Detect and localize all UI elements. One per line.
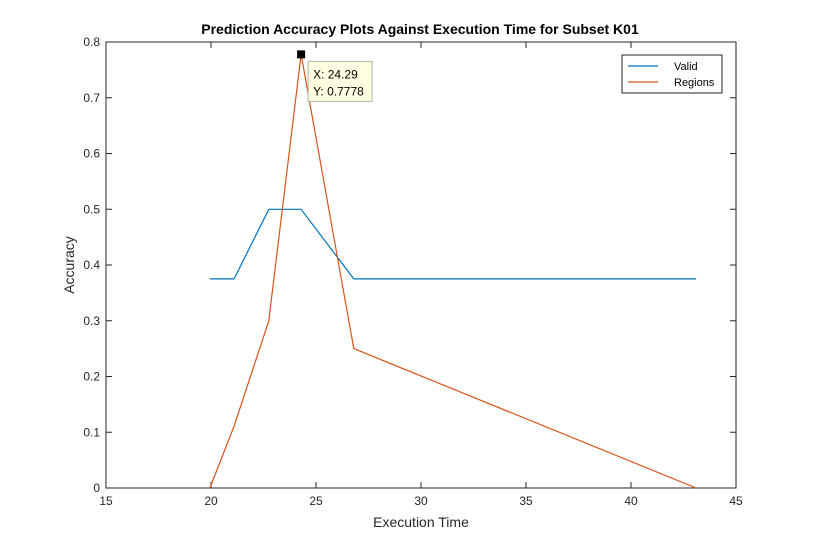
y-tick-label: 0.1 [83,425,100,439]
x-tick-label: 40 [624,494,638,508]
y-tick-label: 0.7 [83,91,100,105]
axis-ticks [105,41,737,489]
data-tip[interactable]: X: 24.29 Y: 0.7778 [297,50,373,102]
legend[interactable]: Valid Regions [621,54,723,94]
legend-label-valid: Valid [674,61,698,73]
y-axis-label: Accuracy [61,236,77,294]
series-line-regions[interactable] [209,53,697,489]
datatip-box [307,60,373,102]
y-tick-label: 0.4 [83,258,100,272]
y-tick-label: 0.2 [83,370,100,384]
x-tick-label: 45 [729,494,743,508]
x-tick-label: 35 [519,494,533,508]
datatip-marker[interactable] [297,50,306,59]
series-layer [209,53,697,489]
tick-labels: 15 20 25 30 35 40 45 0 0.1 0.2 0.3 0.4 0.5 0.6 0.7 0.8 [83,35,743,508]
x-tick-label: 30 [414,494,428,508]
datatip-x-label: X: 24.29 [313,67,358,81]
y-tick-label: 0.3 [83,314,100,328]
legend-label-regions: Regions [674,77,715,89]
x-tick-label: 25 [309,494,323,508]
x-tick-label: 20 [204,494,218,508]
chart-title: Prediction Accuracy Plots Against Execut… [201,21,639,37]
plot-area [105,41,737,489]
y-tick-label: 0.8 [83,35,100,49]
legend-box [621,54,723,94]
x-tick-label: 15 [99,494,113,508]
series-line-valid[interactable] [209,208,697,280]
y-tick-label: 0.5 [83,202,100,216]
x-axis-label: Execution Time [373,514,469,530]
datatip-y-label: Y: 0.7778 [313,84,364,98]
y-tick-label: 0 [93,481,100,495]
y-tick-label: 0.6 [83,147,100,161]
